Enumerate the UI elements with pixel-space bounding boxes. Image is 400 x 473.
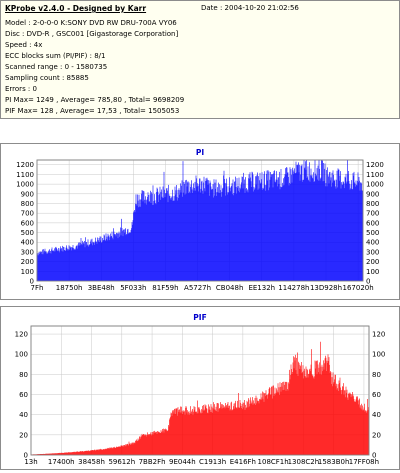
pif-y-tick-label-right: 100: [372, 351, 385, 359]
pif-chart-panel: PIF 0 0 20 20 40 40 60 60 80 80 100 100 120 120 13h 174…: [0, 306, 400, 470]
scan-date: Date : 2004-10-20 21:02:56: [201, 4, 299, 12]
pi-y-tick-label-right: 300: [366, 248, 379, 256]
pi-y-tick-label-right: 100: [366, 268, 379, 276]
pi-plot-border: [36, 159, 364, 282]
pif-x-tick-label: 9E044h: [169, 458, 196, 466]
pif-y-tick-label-left: 40: [19, 411, 28, 419]
pi-y-tick-label-right: 700: [366, 210, 379, 218]
pi-y-tick-label-right: 400: [366, 239, 379, 247]
sampling-count-line: Sampling count : 85885: [5, 74, 89, 82]
pi-y-tick-label-left: 100: [21, 268, 34, 276]
pi-x-tick-label: A5727h: [184, 284, 211, 292]
scanned-range-line: Scanned range : 0 - 1580735: [5, 63, 108, 71]
pi-chart-title: PI: [195, 148, 205, 157]
pif-chart: 0 0 20 20 40 40 60 60 80 80 100 100 120 120 13h 17400h 3…: [15, 325, 385, 466]
pi-x-tick-label: 167020h: [343, 284, 374, 292]
pif-y-tick-label-right: 120: [372, 331, 385, 339]
pi-x-tick-label: 7Fh: [31, 284, 44, 292]
pif-y-tick-label-left: 100: [15, 351, 28, 359]
ecc-line: ECC blocks sum (PI/PIF) : 8/1: [5, 52, 106, 60]
pi-stats-line: PI Max= 1249 , Average= 785,80 , Total= …: [5, 96, 185, 104]
app-title: KProbe v2.4.0 - Designed by Karr: [5, 4, 147, 13]
pif-x-tick-label: E416Fh: [230, 458, 256, 466]
pif-x-tick-label: 17FF08h: [349, 458, 379, 466]
pif-y-tick-label-right: 60: [372, 391, 381, 399]
pif-y-tick-label-left: 120: [15, 331, 28, 339]
pif-x-tick-label: 38458h: [78, 458, 105, 466]
pif-stats-line: PIF Max= 128 , Average= 17,53 , Total= 1…: [5, 107, 180, 115]
pi-y-tick-label-left: 900: [21, 190, 34, 198]
pi-x-tick-label: 18750h: [56, 284, 83, 292]
disc-line: Disc : DVD-R , GSC001 [Gigastorage Corpo…: [5, 30, 179, 38]
pi-y-tick-label-left: 400: [21, 239, 34, 247]
pif-y-tick-label-left: 0: [24, 452, 28, 460]
pi-y-tick-label-left: 300: [21, 248, 34, 256]
pi-y-tick-label-right: 200: [366, 258, 379, 266]
pif-x-tick-label: 7BB2Fh: [139, 458, 166, 466]
pif-y-tick-label-right: 80: [372, 371, 381, 379]
pi-y-tick-label-left: 800: [21, 200, 34, 208]
pi-x-tick-label: 81F59h: [152, 284, 178, 292]
pif-x-tick-label: 108CF1h: [258, 458, 289, 466]
speed-line: Speed : 4x: [5, 41, 43, 49]
pif-x-tick-label: 1583B0h: [318, 458, 350, 466]
pif-series: [30, 341, 369, 455]
pi-x-tick-label: 3BE48h: [88, 284, 115, 292]
errors-line: Errors : 0: [5, 85, 37, 93]
pi-y-tick-label-left: 1200: [16, 161, 34, 169]
pi-chart-panel: PI 0 0 100 100 200 200 300 300 400 400 500 500 600 60…: [0, 143, 400, 300]
pi-y-tick-label-right: 0: [366, 278, 370, 286]
pi-y-tick-label-right: 800: [366, 200, 379, 208]
pi-y-tick-label-right: 900: [366, 190, 379, 198]
pif-y-tick-label-right: 0: [372, 452, 376, 460]
pif-y-tick-label-left: 60: [19, 391, 28, 399]
pif-y-tick-label-left: 20: [19, 431, 28, 439]
pi-y-tick-label-right: 1200: [366, 161, 384, 169]
pif-x-tick-label: 17400h: [48, 458, 75, 466]
pi-y-tick-label-left: 600: [21, 219, 34, 227]
pi-y-tick-label-left: 500: [21, 229, 34, 237]
pi-y-tick-label-right: 1100: [366, 171, 384, 179]
pif-y-tick-label-right: 40: [372, 411, 381, 419]
pi-y-tick-label-right: 500: [366, 229, 379, 237]
pi-x-tick-label: 13D928h: [310, 284, 342, 292]
pif-x-tick-label: C1913h: [199, 458, 226, 466]
pi-x-tick-label: CB048h: [216, 284, 244, 292]
pif-x-tick-label: 59612h: [108, 458, 135, 466]
pi-y-tick-label-left: 0: [30, 278, 34, 286]
pif-plot-border: [30, 325, 370, 456]
pi-x-tick-label: 114278h: [278, 284, 309, 292]
pif-x-tick-label: 13h: [24, 458, 37, 466]
pi-y-tick-label-left: 700: [21, 210, 34, 218]
model-line: Model : 2-0-0-0 K:SONY DVD RW DRU-700A V…: [5, 19, 177, 27]
info-panel: KProbe v2.4.0 - Designed by Karr Date : …: [0, 0, 400, 119]
pi-y-tick-label-right: 600: [366, 219, 379, 227]
pif-y-tick-label-right: 20: [372, 431, 381, 439]
pi-y-tick-label-left: 200: [21, 258, 34, 266]
pi-y-tick-label-right: 1000: [366, 181, 384, 189]
pi-y-tick-label-left: 1100: [16, 171, 34, 179]
pi-x-tick-label: EE132h: [248, 284, 275, 292]
pif-x-tick-label: 1308C2h: [288, 458, 320, 466]
pi-x-tick-label: 5F033h: [120, 284, 146, 292]
pi-y-tick-label-left: 1000: [16, 181, 34, 189]
pif-chart-title: PIF: [193, 313, 207, 322]
pi-series: [36, 160, 363, 281]
pif-y-tick-label-left: 80: [19, 371, 28, 379]
